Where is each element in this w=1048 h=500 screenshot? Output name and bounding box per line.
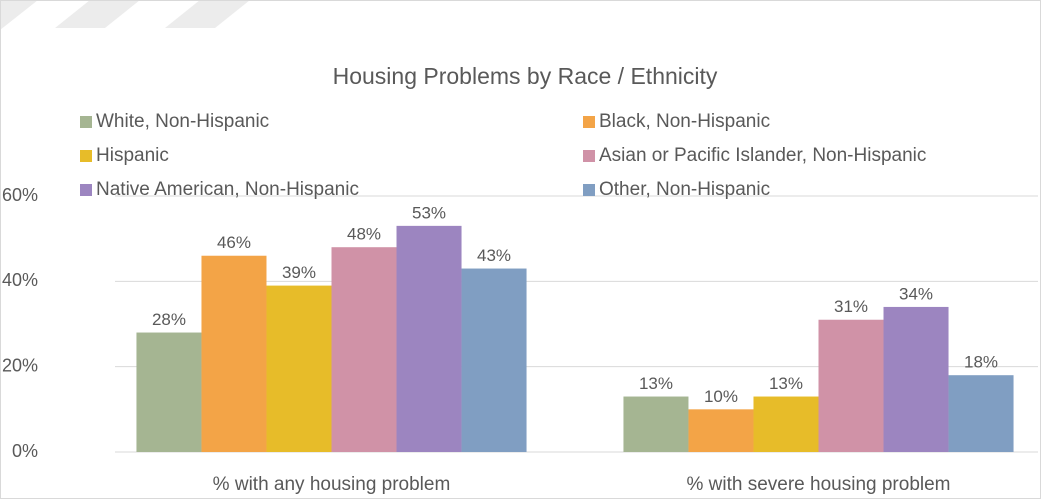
legend-swatch xyxy=(80,184,92,196)
bar xyxy=(948,375,1014,452)
bar xyxy=(396,225,462,452)
bar xyxy=(818,319,884,452)
legend-label: Other, Non-Hispanic xyxy=(599,179,770,200)
legend-label: Black, Non-Hispanic xyxy=(599,111,770,132)
bar xyxy=(753,396,819,452)
data-label: 18% xyxy=(964,353,998,372)
data-label: 43% xyxy=(477,246,511,265)
legend-label: Asian or Pacific Islander, Non-Hispanic xyxy=(599,145,926,166)
y-tick-label: 60% xyxy=(2,185,38,205)
bar xyxy=(461,268,527,452)
bar xyxy=(201,255,267,452)
data-label: 13% xyxy=(769,374,803,393)
x-tick-label: % with any housing problem xyxy=(213,474,451,495)
bar xyxy=(623,396,689,452)
legend-swatch xyxy=(583,116,595,128)
bar xyxy=(688,409,754,452)
decor-stripe xyxy=(165,0,250,28)
bar xyxy=(136,332,202,452)
legend-label: White, Non-Hispanic xyxy=(96,111,269,132)
legend-swatch xyxy=(80,150,92,162)
data-label: 13% xyxy=(639,374,673,393)
data-label: 48% xyxy=(347,225,381,244)
y-tick-label: 0% xyxy=(12,441,38,461)
data-label: 39% xyxy=(282,263,316,282)
y-tick-label: 20% xyxy=(2,355,38,375)
bar xyxy=(883,306,949,452)
data-label: 46% xyxy=(217,233,251,252)
decor-stripe xyxy=(55,0,140,28)
data-label: 10% xyxy=(704,387,738,406)
bar xyxy=(331,247,397,452)
data-label: 34% xyxy=(899,284,933,303)
legend-swatch xyxy=(583,184,595,196)
legend-label: Hispanic xyxy=(96,145,169,166)
chart-title: Housing Problems by Race / Ethnicity xyxy=(333,63,718,89)
data-label: 28% xyxy=(152,310,186,329)
y-tick-label: 40% xyxy=(2,270,38,290)
legend-swatch xyxy=(80,116,92,128)
bar xyxy=(266,285,332,452)
legend-label: Native American, Non-Hispanic xyxy=(96,179,359,200)
data-label: 53% xyxy=(412,203,446,222)
decor-stripe xyxy=(0,0,38,30)
legend-swatch xyxy=(583,150,595,162)
data-label: 31% xyxy=(834,297,868,316)
x-tick-label: % with severe housing problem xyxy=(686,474,950,495)
